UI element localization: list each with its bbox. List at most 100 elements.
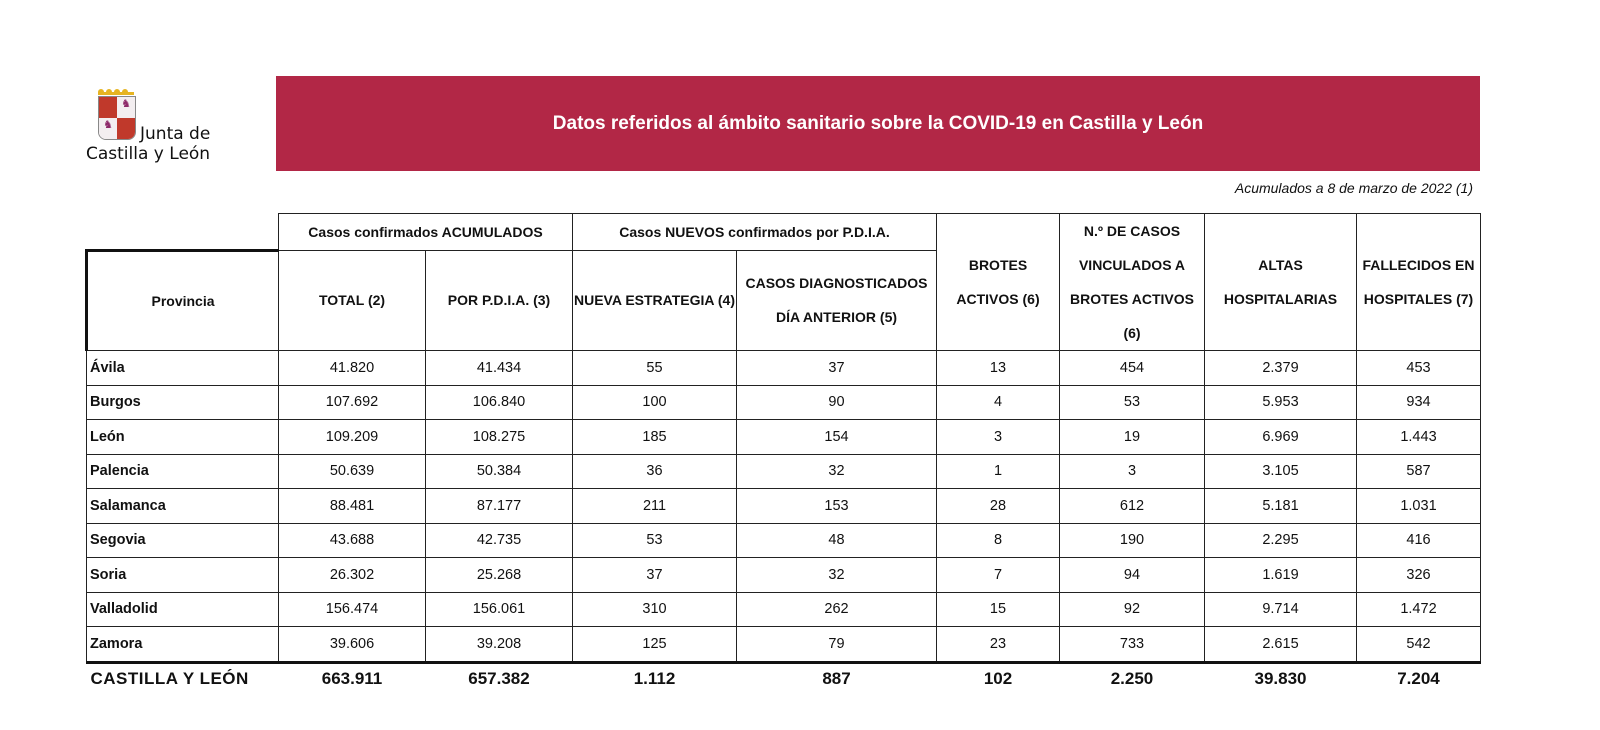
total-row: CASTILLA Y LEÓN 663.911 657.382 1.112 887 102…	[86, 660, 1481, 694]
cell-value: 53	[1059, 384, 1205, 420]
cell-value: 92	[1059, 591, 1205, 627]
table-row: Palencia 50.639 50.384 36 32 1 3 3.105 587	[86, 453, 1481, 489]
cell-value: 28	[936, 488, 1060, 524]
cell-value: 106.840	[425, 384, 573, 420]
cell-value: 13	[936, 350, 1060, 386]
province-name: León	[86, 419, 279, 455]
coat-of-arms-icon: ♞ ♞	[98, 96, 136, 140]
cell-value: 23	[936, 626, 1060, 663]
cell-value: 326	[1356, 557, 1481, 593]
cell-value: 100	[572, 384, 737, 420]
cell-value: 7	[936, 557, 1060, 593]
cell-value: 2.615	[1204, 626, 1357, 663]
cell-value: 79	[736, 626, 937, 663]
cell-value: 15	[936, 591, 1060, 627]
table-row: Segovia 43.688 42.735 53 48 8 190 2.295 416	[86, 522, 1481, 558]
cell-value: 5.181	[1204, 488, 1357, 524]
cell-value: 19	[1059, 419, 1205, 455]
header-por-pdia: POR P.D.I.A. (3)	[425, 249, 573, 352]
cell-value: 454	[1059, 350, 1205, 386]
province-name: Valladolid	[86, 591, 279, 627]
cell-value: 37	[736, 350, 937, 386]
cell-value: 107.692	[278, 384, 426, 420]
cell-value: 156.474	[278, 591, 426, 627]
cell-value: 32	[736, 557, 937, 593]
cell-value: 94	[1059, 557, 1205, 593]
cell-value: 2.379	[1204, 350, 1357, 386]
cell-value: 262	[736, 591, 937, 627]
header-brotes: BROTES ACTIVOS (6)	[936, 213, 1060, 351]
cell-value: 211	[572, 488, 737, 524]
cell-value: 32	[736, 453, 937, 489]
cell-value: 39.830	[1204, 660, 1357, 694]
cell-value: 48	[736, 522, 937, 558]
province-name: Burgos	[86, 384, 279, 420]
cell-value: 87.177	[425, 488, 573, 524]
crown-icon	[98, 82, 134, 95]
cell-value: 156.061	[425, 591, 573, 627]
cell-value: 1.112	[572, 660, 737, 694]
province-name: Ávila	[86, 350, 279, 386]
cell-value: 612	[1059, 488, 1205, 524]
province-name: CASTILLA Y LEÓN	[86, 660, 279, 694]
cell-value: 37	[572, 557, 737, 593]
table-row: Valladolid 156.474 156.061 310 262 15 92 9.714 1…	[86, 591, 1481, 627]
cell-value: 416	[1356, 522, 1481, 558]
page-title: Datos referidos al ámbito sanitario sobr…	[276, 76, 1480, 171]
cell-value: 108.275	[425, 419, 573, 455]
cell-value: 1.619	[1204, 557, 1357, 593]
cell-value: 733	[1059, 626, 1205, 663]
cell-value: 8	[936, 522, 1060, 558]
header-group-acumulados: Casos confirmados ACUMULADOS	[278, 213, 573, 251]
cell-value: 587	[1356, 453, 1481, 489]
cell-value: 50.639	[278, 453, 426, 489]
cell-value: 3	[936, 419, 1060, 455]
cell-value: 1.472	[1356, 591, 1481, 627]
cell-value: 934	[1356, 384, 1481, 420]
cell-value: 39.208	[425, 626, 573, 663]
table-row: Salamanca 88.481 87.177 211 153 28 612 5.181 1.0…	[86, 488, 1481, 524]
cell-value: 39.606	[278, 626, 426, 663]
logo-text-1: Junta de	[140, 124, 211, 144]
cell-value: 657.382	[425, 660, 573, 694]
province-name: Zamora	[86, 626, 279, 663]
cell-value: 2.295	[1204, 522, 1357, 558]
cell-value: 1	[936, 453, 1060, 489]
cell-value: 887	[736, 660, 937, 694]
cell-value: 310	[572, 591, 737, 627]
cell-value: 88.481	[278, 488, 426, 524]
cell-value: 43.688	[278, 522, 426, 558]
cell-value: 41.434	[425, 350, 573, 386]
header-fallecidos: FALLECIDOS EN HOSPITALES (7)	[1356, 213, 1481, 351]
cell-value: 1.443	[1356, 419, 1481, 455]
cell-value: 109.209	[278, 419, 426, 455]
cell-value: 3	[1059, 453, 1205, 489]
cell-value: 185	[572, 419, 737, 455]
cell-value: 50.384	[425, 453, 573, 489]
covid-data-table: Casos confirmados ACUMULADOS Casos NUEVO…	[85, 213, 1481, 694]
cell-value: 2.250	[1059, 660, 1205, 694]
date-subtitle: Acumulados a 8 de marzo de 2022 (1)	[1234, 180, 1473, 196]
province-name: Palencia	[86, 453, 279, 489]
cell-value: 453	[1356, 350, 1481, 386]
cell-value: 6.969	[1204, 419, 1357, 455]
cell-value: 102	[936, 660, 1060, 694]
cell-value: 41.820	[278, 350, 426, 386]
cell-value: 542	[1356, 626, 1481, 663]
province-name: Salamanca	[86, 488, 279, 524]
table-row: Ávila 41.820 41.434 55 37 13 454 2.379 453	[86, 350, 1481, 386]
table-row: Burgos 107.692 106.840 100 90 4 53 5.953 934	[86, 384, 1481, 420]
cell-value: 25.268	[425, 557, 573, 593]
empty-corner	[86, 213, 279, 252]
province-name: Soria	[86, 557, 279, 593]
cell-value: 36	[572, 453, 737, 489]
cell-value: 125	[572, 626, 737, 663]
cell-value: 663.911	[278, 660, 426, 694]
cell-value: 9.714	[1204, 591, 1357, 627]
province-name: Segovia	[86, 522, 279, 558]
header-casos-diagnosticados: CASOS DIAGNOSTICADOS DÍA ANTERIOR (5)	[736, 249, 937, 352]
table-row: Zamora 39.606 39.208 125 79 23 733 2.615 542	[86, 626, 1481, 663]
cell-value: 1.031	[1356, 488, 1481, 524]
logo-text-2: Castilla y León	[86, 144, 211, 164]
header-nueva-estrategia: NUEVA ESTRATEGIA (4)	[572, 249, 737, 352]
